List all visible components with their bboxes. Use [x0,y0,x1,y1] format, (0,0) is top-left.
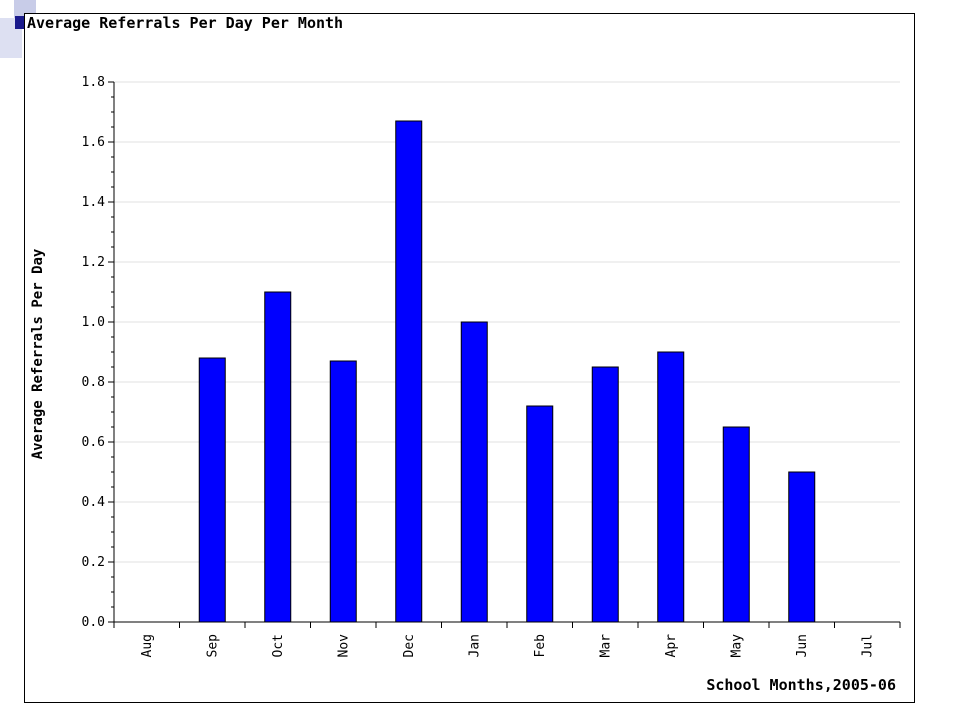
bar-feb [526,405,554,623]
y-tick-label: 0.2 [82,555,105,570]
bar-sep [198,357,226,623]
chart-title: Average Referrals Per Day Per Month [15,14,343,32]
title-marker [15,16,24,29]
bar-oct [264,291,292,623]
y-tick-label: 0.0 [82,615,105,630]
gridlines [114,81,900,563]
x-tick-label-jun: Jun [795,634,810,657]
y-tick-label: 1.2 [82,255,105,270]
x-tick-label-may: May [729,634,744,658]
x-tick-label-mar: Mar [598,634,613,658]
x-tick-label-nov: Nov [336,634,351,658]
x-tick-label-aug: Aug [140,634,155,657]
bar-jan [460,321,488,623]
bar-nov [329,360,357,623]
bar-mar [591,366,619,623]
axes [108,81,901,628]
x-tick-label-jul: Jul [860,634,875,657]
y-tick-label: 1.6 [82,135,105,150]
x-tick-label-feb: Feb [533,634,548,658]
y-axis-label: Average Referrals Per Day [30,248,46,460]
y-tick-label: 0.4 [82,495,106,510]
x-axis-label: School Months,2005-06 [706,676,896,694]
y-tick-label: 1.0 [82,315,105,330]
bar-dec [395,120,423,623]
x-tick-label-oct: Oct [271,634,286,657]
y-tick-labels: 0.0 0.2 0.4 0.6 0.8 1.0 1.2 1.4 1.6 1.8 [82,75,106,630]
y-tick-label: 0.8 [82,375,105,390]
x-tick-label-jan: Jan [467,634,482,657]
bars [198,120,816,623]
y-tick-label: 1.4 [82,195,106,210]
y-tick-label: 0.6 [82,435,105,450]
bar-jun [788,471,816,623]
bar-may [722,426,750,623]
x-tick-label-apr: Apr [664,634,679,658]
y-tick-label: 1.8 [82,75,105,90]
bar-apr [657,351,685,623]
x-tick-label-dec: Dec [402,634,417,657]
x-tick-label-sep: Sep [205,634,220,658]
chart-title-text: Average Referrals Per Day Per Month [27,14,344,32]
x-tick-labels: Aug Sep Oct Nov Dec Jan Feb Mar Apr May Jun Jul [140,634,876,658]
